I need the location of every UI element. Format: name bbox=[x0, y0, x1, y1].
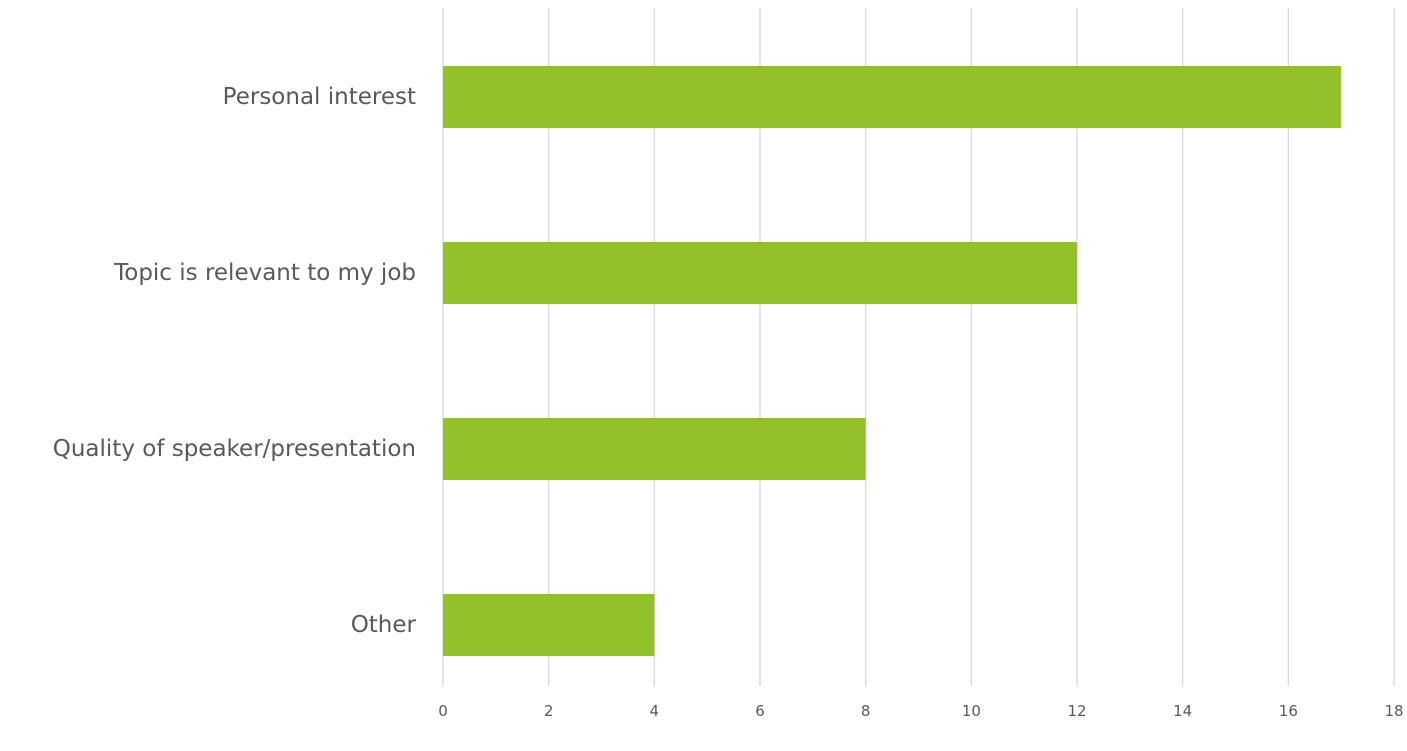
x-tick-label: 14 bbox=[1173, 702, 1192, 720]
bar-3 bbox=[443, 418, 866, 480]
x-axis-tick-labels: 0 2 4 6 8 10 12 14 16 18 bbox=[438, 702, 1403, 720]
x-tick-label: 18 bbox=[1384, 702, 1403, 720]
x-tick-label: 16 bbox=[1279, 702, 1298, 720]
category-label: Quality of speaker/presentation bbox=[53, 436, 416, 462]
x-tick-label: 2 bbox=[544, 702, 554, 720]
category-labels: Personal interest Topic is relevant to my… bbox=[53, 84, 417, 638]
x-tick-label: 6 bbox=[755, 702, 765, 720]
x-tick-label: 12 bbox=[1067, 702, 1086, 720]
category-label: Personal interest bbox=[223, 84, 416, 110]
category-label: Other bbox=[351, 612, 417, 638]
x-tick-label: 8 bbox=[861, 702, 871, 720]
bar-1 bbox=[443, 66, 1342, 128]
bars bbox=[443, 66, 1342, 656]
x-tick-label: 10 bbox=[962, 702, 981, 720]
bar-4 bbox=[443, 594, 655, 656]
x-tick-label: 4 bbox=[650, 702, 660, 720]
category-label: Topic is relevant to my job bbox=[113, 260, 416, 286]
x-tick-label: 0 bbox=[438, 702, 448, 720]
bar-2 bbox=[443, 242, 1077, 304]
